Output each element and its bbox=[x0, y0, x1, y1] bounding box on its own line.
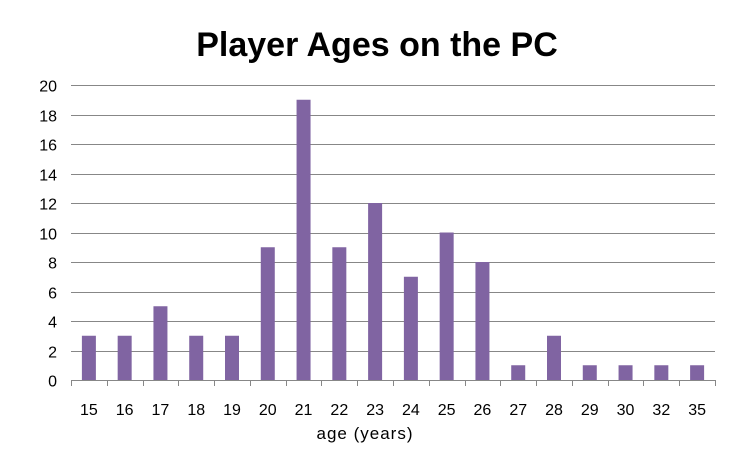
x-tick-label: 30 bbox=[617, 402, 635, 419]
y-tick-label: 18 bbox=[39, 109, 57, 126]
bar-20 bbox=[260, 247, 275, 380]
y-tick-label: 14 bbox=[39, 168, 57, 185]
bar-28 bbox=[547, 335, 561, 380]
bar-26 bbox=[475, 262, 490, 380]
bar-21 bbox=[296, 99, 311, 380]
bars bbox=[81, 99, 705, 380]
x-tick-label: 16 bbox=[116, 402, 134, 419]
y-tick-label: 4 bbox=[48, 315, 57, 332]
y-axis: 0 2 4 6 8 10 12 14 16 18 20 bbox=[39, 79, 57, 391]
x-tick-label: 21 bbox=[295, 402, 313, 419]
x-tick-label: 26 bbox=[474, 402, 492, 419]
bar-16 bbox=[117, 335, 132, 380]
bar-22 bbox=[332, 247, 347, 380]
x-tick-label: 24 bbox=[402, 402, 420, 419]
x-tick-label: 25 bbox=[438, 402, 456, 419]
bar-24 bbox=[403, 276, 418, 380]
y-tick-label: 10 bbox=[39, 227, 57, 244]
x-tick-label: 23 bbox=[366, 402, 384, 419]
y-tick-label: 20 bbox=[39, 79, 57, 96]
bar-29 bbox=[582, 365, 597, 380]
x-tick-label: 19 bbox=[223, 402, 241, 419]
chart-title: Player Ages on the PC bbox=[196, 26, 558, 64]
bar-30 bbox=[618, 365, 633, 380]
bar-25 bbox=[439, 232, 454, 380]
x-tick-label: 20 bbox=[259, 402, 277, 419]
x-tick-label: 32 bbox=[652, 402, 670, 419]
bar-35 bbox=[690, 365, 705, 380]
y-tick-label: 12 bbox=[39, 197, 57, 214]
bar-23 bbox=[368, 203, 383, 380]
x-tick-label: 35 bbox=[688, 402, 706, 419]
y-tick-label: 8 bbox=[48, 256, 57, 273]
bar-27 bbox=[511, 365, 526, 380]
x-tick-label: 28 bbox=[545, 402, 563, 419]
x-tick-label: 17 bbox=[152, 402, 170, 419]
gridlines bbox=[71, 85, 715, 381]
bar-18 bbox=[189, 335, 204, 380]
bar-19 bbox=[225, 335, 239, 380]
x-axis: 15 16 17 18 19 20 21 22 23 24 25 26 27 28 29 30 32 35 bbox=[71, 380, 716, 419]
bar-32 bbox=[654, 365, 669, 380]
y-tick-label: 6 bbox=[48, 286, 57, 303]
x-tick-label: 18 bbox=[187, 402, 205, 419]
x-tick-label: 15 bbox=[80, 402, 98, 419]
y-tick-label: 2 bbox=[48, 345, 57, 362]
bar-17 bbox=[153, 306, 168, 380]
x-axis-label: age (years) bbox=[317, 424, 414, 443]
x-tick-label: 22 bbox=[330, 402, 348, 419]
x-tick-label: 29 bbox=[581, 402, 599, 419]
bar-15 bbox=[81, 335, 96, 380]
y-tick-label: 16 bbox=[39, 138, 57, 155]
y-tick-label: 0 bbox=[48, 374, 57, 391]
x-tick-label: 27 bbox=[509, 402, 527, 419]
